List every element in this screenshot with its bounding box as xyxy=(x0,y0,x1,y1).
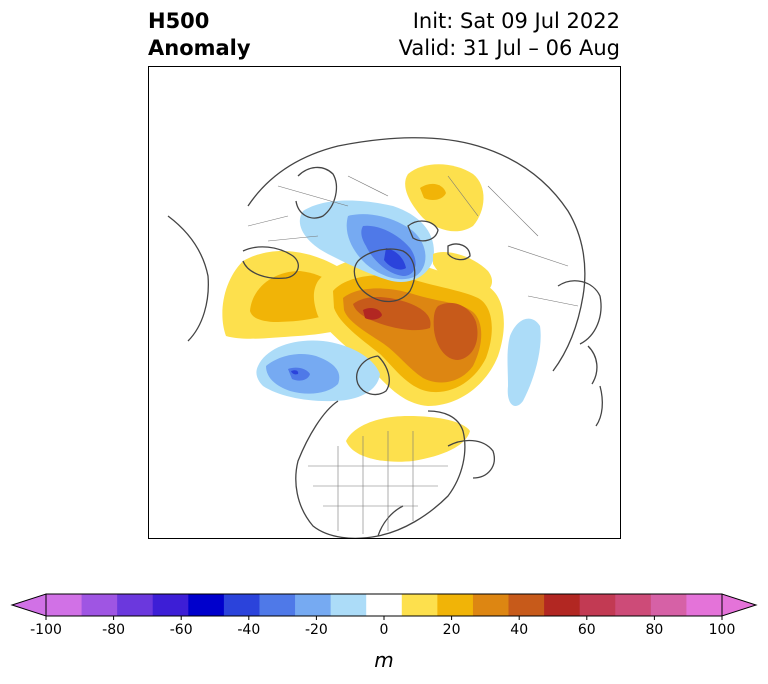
colorbar-bin xyxy=(650,594,687,616)
anomaly-map xyxy=(148,66,621,539)
colorbar-unit-label: m xyxy=(374,648,393,672)
colorbar-over-arrow xyxy=(721,593,758,617)
colorbar-bin xyxy=(366,594,403,616)
colorbar-bin xyxy=(259,594,296,616)
init-date-label: Init: Sat 09 Jul 2022 xyxy=(412,9,620,33)
colorbar-tick-label: 20 xyxy=(443,622,461,638)
title-line-2: Anomaly xyxy=(148,36,251,60)
country-borders xyxy=(247,175,579,534)
colorbar-bin xyxy=(330,594,367,616)
map-title: H500 Anomaly xyxy=(148,8,251,62)
colorbar-bin xyxy=(401,594,438,616)
colorbar-tick-label: -100 xyxy=(30,622,62,638)
colorbar-bin xyxy=(437,594,474,616)
colorbar-bin xyxy=(579,594,616,616)
colorbar-tick-label: 80 xyxy=(645,622,663,638)
colorbar-bin xyxy=(81,594,118,616)
colorbar-tick-label: 0 xyxy=(380,622,389,638)
colorbar-bin xyxy=(223,594,260,616)
colorbar-bin xyxy=(472,594,510,616)
coastlines xyxy=(167,137,603,539)
colorbar-tick-label: -20 xyxy=(305,622,328,638)
anomaly-shading xyxy=(222,164,541,462)
colorbar-bin xyxy=(295,594,332,616)
colorbar-tick-label: 60 xyxy=(578,622,596,638)
forecast-dates: Init: Sat 09 Jul 2022 Valid: 31 Jul – 06… xyxy=(399,8,620,62)
colorbar-bin xyxy=(544,594,581,616)
colorbar-tick-label: -60 xyxy=(170,622,193,638)
colorbar-bin xyxy=(686,594,723,616)
colorbar-bins xyxy=(10,593,758,617)
colorbar-tick-label: 100 xyxy=(709,622,736,638)
colorbar-bin xyxy=(188,594,225,616)
title-line-1: H500 xyxy=(148,9,210,33)
colorbar-under-arrow xyxy=(10,593,47,617)
map-frame xyxy=(148,66,621,539)
colorbar-bin xyxy=(46,594,83,616)
colorbar-tick-label: -80 xyxy=(102,622,125,638)
colorbar: -100 -80 -60 -40 -20 0 20 40 60 80 100 m xyxy=(10,593,758,672)
colorbar-tick-label: 40 xyxy=(510,622,528,638)
colorbar-tick-label: -40 xyxy=(237,622,260,638)
colorbar-ticks: -100 -80 -60 -40 -20 0 20 40 60 80 100 xyxy=(30,616,735,638)
colorbar-bin xyxy=(615,594,652,616)
colorbar-bin xyxy=(152,594,189,616)
colorbar-bin xyxy=(508,594,545,616)
colorbar-bin xyxy=(117,594,154,616)
valid-date-label: Valid: 31 Jul – 06 Aug xyxy=(398,36,620,60)
